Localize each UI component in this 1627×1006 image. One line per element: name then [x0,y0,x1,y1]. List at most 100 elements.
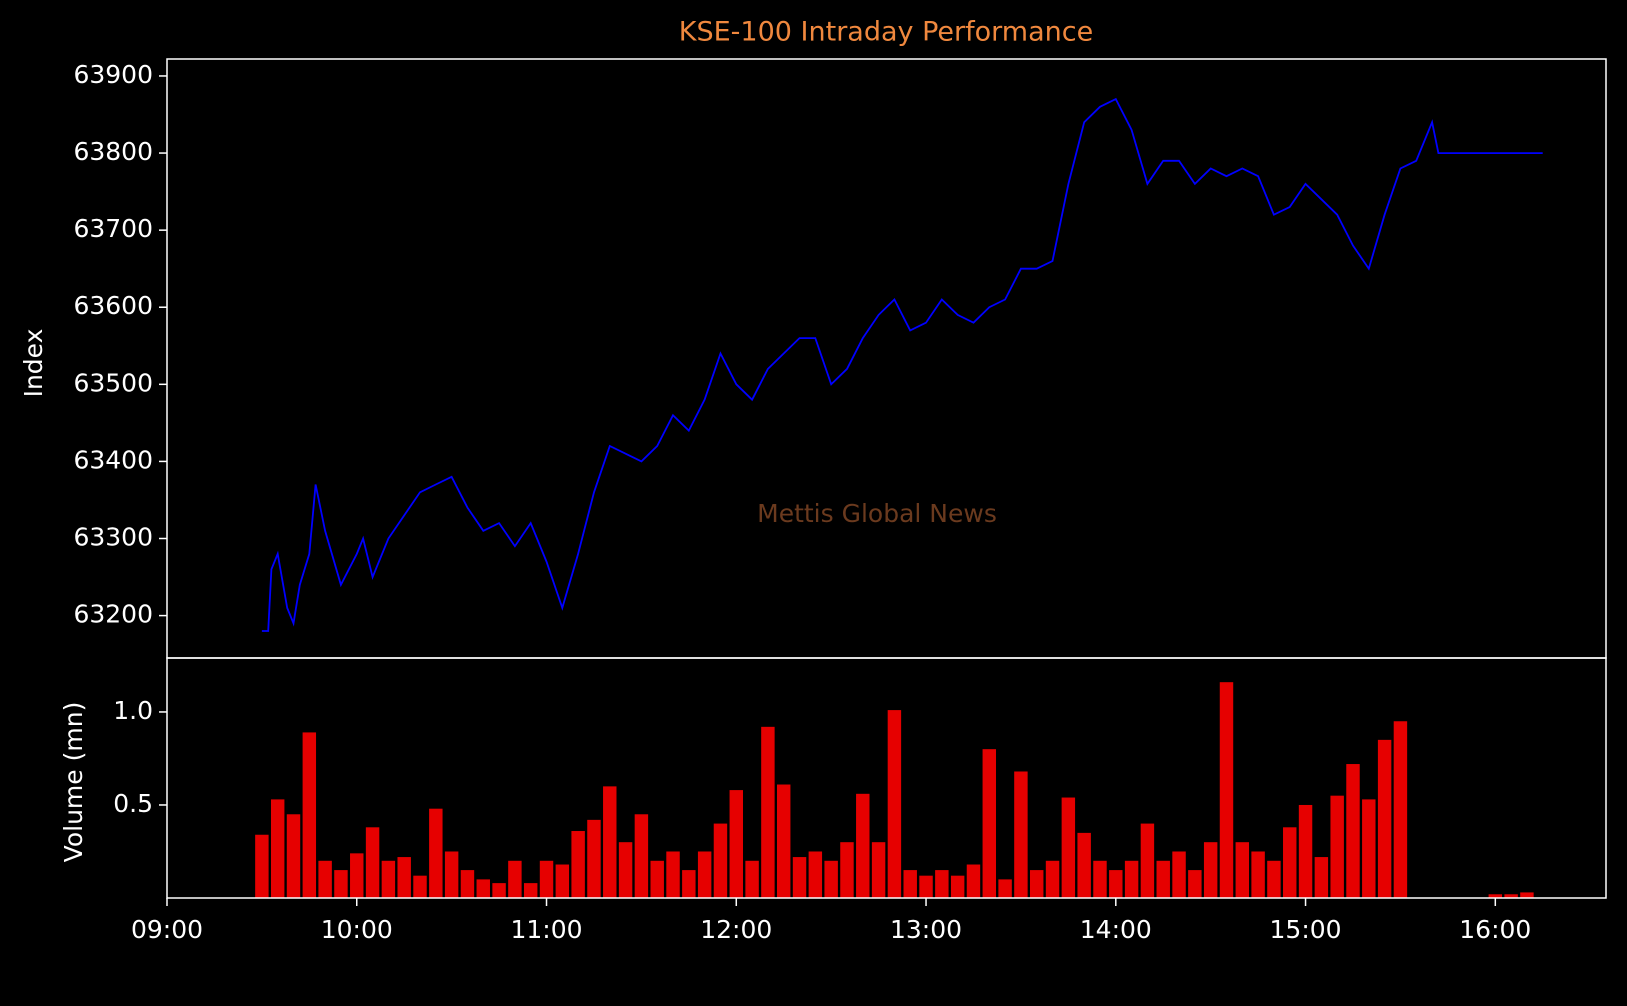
volume-bar [460,870,475,898]
volume-bar [1377,739,1392,898]
chart-title: KSE-100 Intraday Performance [679,17,1093,48]
volume-bar [1504,894,1518,898]
y-tick-label: 63500 [73,368,153,397]
volume-bar [318,860,332,898]
volume-bar [618,842,633,898]
volume-bar [302,732,317,898]
volume-bar [270,799,285,898]
x-tick-label: 13:00 [890,915,962,944]
volume-bar [1330,795,1344,898]
volume-bar [587,819,601,898]
volume-bar [365,827,380,898]
volume-bar [1061,797,1076,898]
volume-bar [334,870,348,898]
volume-bar [1251,851,1265,898]
x-tick-label: 15:00 [1270,915,1342,944]
volume-bar [982,749,997,898]
volume-bar [444,851,459,898]
plot-frame [166,58,1607,659]
volume-bar [950,875,965,898]
volume-bar [350,853,364,898]
y-tick-label: 63700 [73,214,153,243]
y-tick-label: 63800 [73,137,153,166]
volume-bar [1362,799,1376,898]
watermark: Mettis Global News [757,499,997,528]
volume-bar [650,860,664,898]
volume-bar [1219,682,1234,898]
volume-bar [713,823,728,898]
volume-bar [1188,870,1202,898]
volume-bar [1172,851,1186,898]
volume-bar [903,870,917,898]
volume-bar [1520,892,1534,898]
x-tick-label: 12:00 [700,915,772,944]
y-tick-label: 63300 [73,523,153,552]
x-tick-label: 11:00 [510,915,582,944]
volume-bar [1077,832,1091,898]
x-tick-label: 14:00 [1080,915,1152,944]
volume-bar [1093,860,1107,898]
volume-bar [808,851,823,898]
volume-bar [1267,860,1281,898]
volume-bar [508,860,522,898]
volume-bar [697,851,712,898]
volume-bar [1045,860,1060,898]
volume-bar [413,875,427,898]
y-axis-label: Index [19,329,48,398]
volume-bar [1030,870,1044,898]
volume-bar [840,842,854,898]
volume-bar [1393,721,1408,898]
volume-bar [1314,857,1329,898]
volume-bar [856,793,870,898]
volume-bar [1283,827,1297,898]
volume-bar [476,879,490,898]
volume-bar [824,860,838,898]
volume-bar [666,851,680,898]
volume-bar [523,883,538,898]
volume-bar [1124,860,1139,898]
volume-bar [776,784,791,898]
y-axis-label: Volume (mn) [59,702,88,863]
volume-bar [397,857,411,898]
volume-bar [1235,842,1250,898]
volume-bar [1156,860,1170,898]
volume-bar [682,870,696,898]
volume-bar [381,860,396,898]
volume-bar [429,808,443,898]
volume-bar [634,814,649,898]
volume-bar [919,875,933,898]
x-tick-label: 09:00 [131,915,203,944]
volume-bar [887,710,902,898]
y-tick-label: 63200 [73,600,153,629]
y-tick-label: 1.0 [113,696,153,725]
volume-bar [1488,894,1503,898]
volume-bar [792,857,807,898]
volume-bar [998,879,1012,898]
volume-bar [1203,842,1218,898]
volume-bar [1346,764,1360,898]
volume-bar [966,864,981,898]
volume-bar [1014,771,1028,898]
volume-bar [761,726,775,898]
plot-frame [166,657,1607,899]
volume-bar [1140,823,1155,898]
volume-bar [539,860,554,898]
y-tick-label: 63600 [73,291,153,320]
volume-bar [1298,804,1313,898]
volume-bar [745,860,759,898]
index-line [261,97,1543,632]
volume-bar [555,864,570,898]
y-tick-label: 63400 [73,445,153,474]
volume-bar [255,834,269,898]
x-tick-label: 16:00 [1459,915,1531,944]
y-tick-label: 0.5 [113,789,153,818]
volume-bar [1109,870,1123,898]
volume-bar [935,870,949,898]
volume-bar [571,831,585,898]
volume-bar [286,814,301,898]
volume-bar [729,790,743,898]
y-tick-label: 63900 [73,60,153,89]
volume-bar [603,786,617,898]
